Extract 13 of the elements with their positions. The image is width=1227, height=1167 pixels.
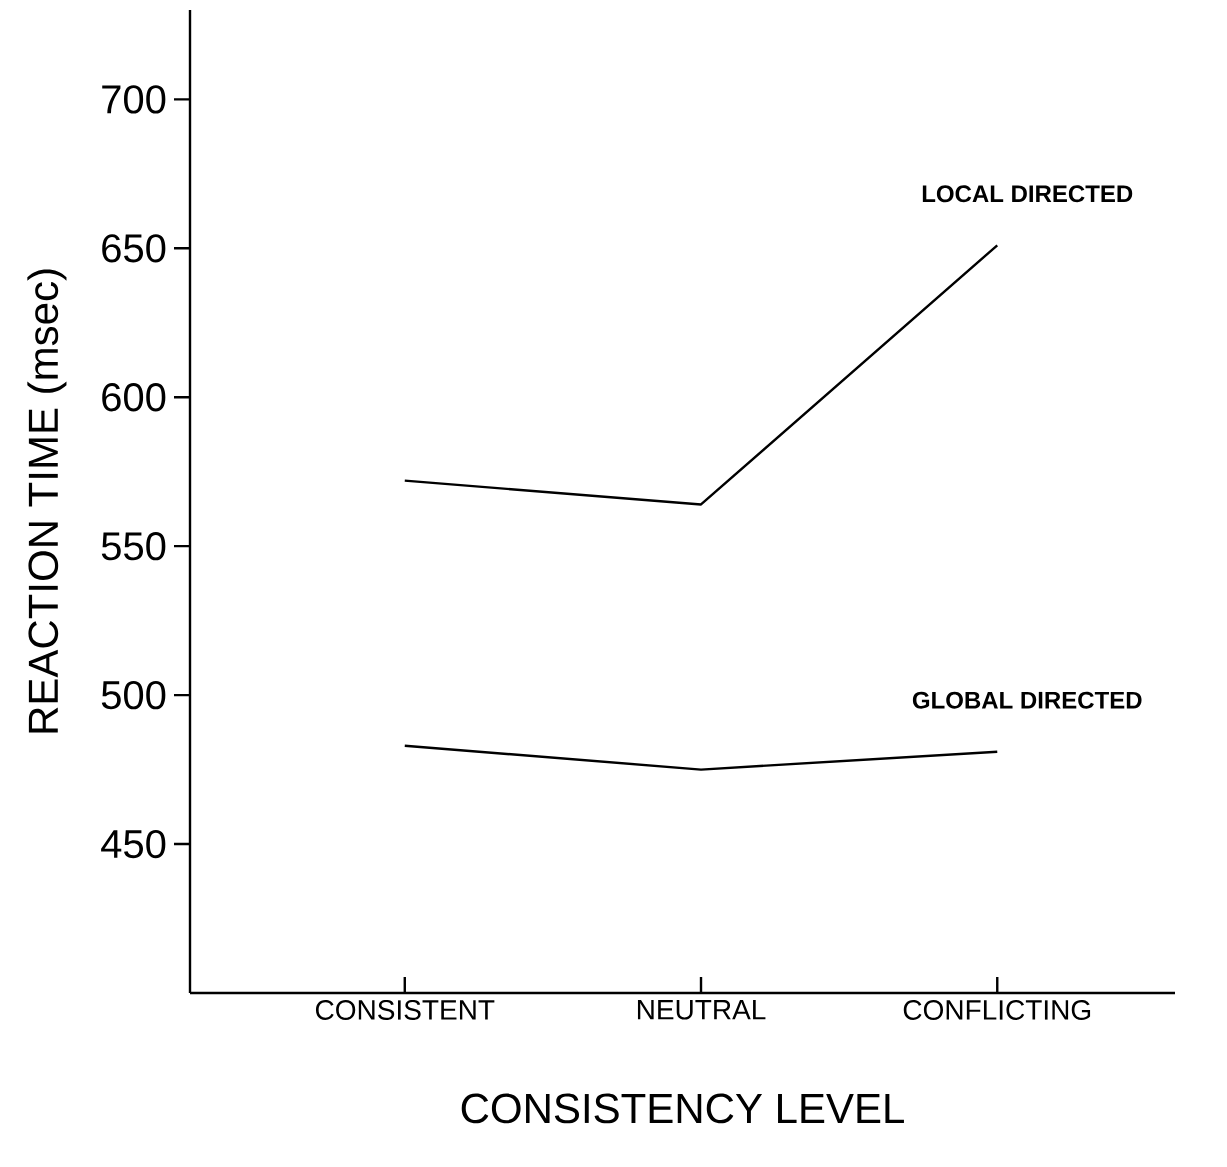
y-axis-title: REACTION TIME (msec) — [27, 269, 67, 733]
text: GLOBAL DIRECTED — [912, 691, 1142, 709]
x-tick-label: CONSISTENT — [315, 1000, 495, 1020]
x-axis-title: CONSISTENCY LEVEL — [461, 1093, 904, 1124]
y-tick-label: 500 — [101, 680, 166, 710]
y-tick-label: 600 — [102, 383, 166, 412]
y-tick-label: 700 — [102, 85, 166, 114]
x-tick-label: NEUTRAL — [637, 1000, 766, 1020]
text: LOCAL DIRECTED — [922, 185, 1133, 203]
x-tick-label: CONFLICTING — [903, 1000, 1091, 1020]
y-tick-label: 550 — [101, 532, 166, 561]
y-tick-label: 650 — [102, 234, 166, 263]
y-tick-label: 450 — [101, 829, 166, 859]
